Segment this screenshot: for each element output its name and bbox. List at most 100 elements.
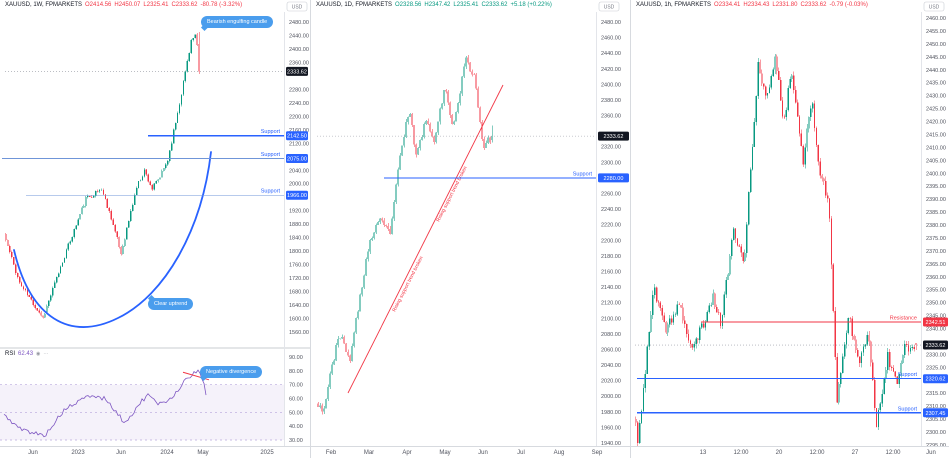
level-label: Support	[261, 129, 281, 135]
svg-text:1966.00: 1966.00	[287, 193, 307, 199]
eye-icon[interactable]: ◉	[36, 351, 41, 357]
currency-chip[interactable]: USD	[923, 1, 945, 12]
time-tick-label: Jun	[926, 450, 936, 456]
time-axis[interactable]: 13 12:00 20 12:00 27 12:00 Jun	[700, 450, 936, 456]
rising-trendline-drawing[interactable]	[347, 84, 504, 394]
time-tick-label: 12:00	[809, 450, 825, 456]
price-tick-label: 1720.00	[289, 276, 309, 282]
price-tick-label: 2350.00	[926, 301, 946, 307]
price-tick-label: 2420.00	[601, 67, 621, 73]
price-tick-label: 2000.00	[601, 394, 621, 400]
svg-text:2342.51: 2342.51	[926, 320, 946, 326]
svg-text:USD: USD	[604, 5, 615, 11]
daily-candle-series	[317, 55, 493, 415]
level-label: Support	[573, 171, 593, 177]
price-badge[interactable]: 2307.45	[923, 408, 948, 418]
time-tick-label: Apr	[402, 450, 411, 456]
price-tick-label: 2300.00	[926, 430, 946, 436]
price-tick-label: 2430.00	[926, 94, 946, 100]
svg-text:2075.00: 2075.00	[287, 156, 307, 162]
svg-text:2333.62: 2333.62	[287, 69, 307, 75]
time-tick-label: 27	[852, 450, 859, 456]
more-icon[interactable]: ⋯	[43, 351, 49, 357]
annotation-negative-divergence[interactable]: Negative divergence	[200, 366, 263, 378]
time-tick-label: Feb	[326, 450, 337, 456]
legend-daily[interactable]: XAUUSD, 1D, FPMARKETS O2328.56 H2347.42 L23…	[316, 2, 555, 8]
price-tick-label: 2440.00	[289, 33, 309, 39]
symbol-title[interactable]: XAUUSD, 1W, FPMARKETS	[5, 2, 83, 8]
price-tick-label: 2370.00	[926, 249, 946, 255]
annotation-clear-uptrend[interactable]: Clear uptrend	[148, 298, 194, 310]
price-tick-label: 1980.00	[601, 410, 621, 416]
price-tick-label: 2360.00	[926, 275, 946, 281]
price-tick-label: 2365.00	[926, 262, 946, 268]
price-tick-label: 2120.00	[601, 301, 621, 307]
time-axis[interactable]: Jun 2023 Jun 2024 May 2025	[28, 450, 274, 456]
trendline-label: Rising support trend broken	[435, 165, 468, 223]
cup-curve-drawing[interactable]	[13, 151, 212, 328]
price-badge[interactable]: 2342.51	[923, 317, 948, 327]
price-tick-label: 2420.00	[926, 120, 946, 126]
legend-hourly[interactable]: XAUUSD, 1h, FPMARKETS O2334.41 H2334.43 L23…	[636, 2, 871, 8]
legend-rsi[interactable]: RSI 62.43 ◉ ⋯	[5, 351, 51, 357]
price-axis[interactable]: 2480.00 2440.00 2400.00 2360.00 2280.00 2240.…	[289, 20, 309, 336]
symbol-title[interactable]: XAUUSD, 1h, FPMARKETS	[636, 2, 712, 8]
price-badge[interactable]: 2280.00	[598, 173, 629, 183]
legend-weekly[interactable]: XAUUSD, 1W, FPMARKETS O2414.56 H2450.07 L23…	[5, 2, 245, 8]
hourly-chart-canvas[interactable]: ResistanceSupportSupport2460.002455.0024…	[631, 0, 949, 458]
price-badge[interactable]: 2333.62	[286, 66, 308, 76]
annotation-bearish-engulfing-candle[interactable]: Bearish engulfing candle	[201, 16, 274, 28]
price-badge[interactable]: 1966.00	[286, 190, 308, 200]
price-axis[interactable]: 2480.00 2460.00 2440.00 2420.00 2400.00 2380.…	[601, 20, 621, 447]
rsi-tick-label: 30.00	[289, 438, 303, 444]
price-tick-label: 1940.00	[601, 441, 621, 447]
price-badge[interactable]: 2075.00	[286, 153, 308, 163]
price-badge[interactable]: 2142.50	[286, 131, 308, 141]
svg-text:2320.62: 2320.62	[926, 377, 946, 383]
svg-text:USD: USD	[929, 5, 940, 11]
price-tick-label: 1800.00	[289, 249, 309, 255]
price-tick-label: 2020.00	[601, 379, 621, 385]
price-tick-label: 2400.00	[926, 171, 946, 177]
price-tick-label: 2040.00	[289, 168, 309, 174]
price-tick-label: 2140.00	[601, 285, 621, 291]
svg-text:2307.45: 2307.45	[926, 411, 946, 417]
price-tick-label: 2360.00	[601, 114, 621, 120]
price-tick-label: 2000.00	[289, 182, 309, 188]
currency-chip[interactable]: USD	[286, 1, 308, 12]
price-tick-label: 2200.00	[289, 114, 309, 120]
ohlc-low: L2331.80	[772, 2, 798, 8]
daily-chart-canvas[interactable]: Rising support trend broken Rising suppor…	[311, 0, 631, 458]
price-tick-label: 2200.00	[601, 238, 621, 244]
time-tick-label: 13	[700, 450, 707, 456]
price-tick-label: 2480.00	[289, 20, 309, 26]
change-value: -0.79 (-0.03%)	[829, 2, 868, 8]
rsi-tick-label: 90.00	[289, 355, 303, 361]
price-badge[interactable]: 2333.62	[598, 131, 629, 141]
price-tick-label: 1680.00	[289, 290, 309, 296]
price-tick-label: 2320.00	[601, 145, 621, 151]
time-tick-label: May	[439, 450, 450, 456]
currency-chip[interactable]: USD	[598, 1, 620, 12]
price-tick-label: 2450.00	[926, 42, 946, 48]
ohlc-close: C2333.62	[171, 2, 198, 8]
symbol-title[interactable]: XAUUSD, 1D, FPMARKETS	[316, 2, 393, 8]
time-tick-label: 2023	[71, 450, 85, 456]
time-axis[interactable]: Feb Mar Apr May Jun Jul Aug Sep	[326, 450, 603, 456]
price-tick-label: 2385.00	[926, 210, 946, 216]
svg-text:USD: USD	[292, 5, 303, 11]
time-tick-label: Jul	[517, 450, 525, 456]
price-tick-label: 2160.00	[289, 128, 309, 134]
price-tick-label: 2310.00	[926, 404, 946, 410]
price-tick-label: 2390.00	[926, 197, 946, 203]
weekly-chart-canvas[interactable]: Support Support Support 90.00 80.00 70.00 60.0…	[0, 0, 310, 458]
price-badge[interactable]: 2333.62	[923, 340, 948, 350]
time-tick-label: Mar	[364, 450, 374, 456]
price-tick-label: 2240.00	[601, 207, 621, 213]
price-tick-label: 2440.00	[601, 51, 621, 57]
price-badge[interactable]: 2320.62	[923, 374, 948, 384]
price-axis[interactable]: 2460.00 2455.00 2450.00 2445.00 2440.00 2435.…	[926, 16, 946, 449]
price-tick-label: 2460.00	[601, 36, 621, 42]
price-tick-label: 2160.00	[601, 269, 621, 275]
